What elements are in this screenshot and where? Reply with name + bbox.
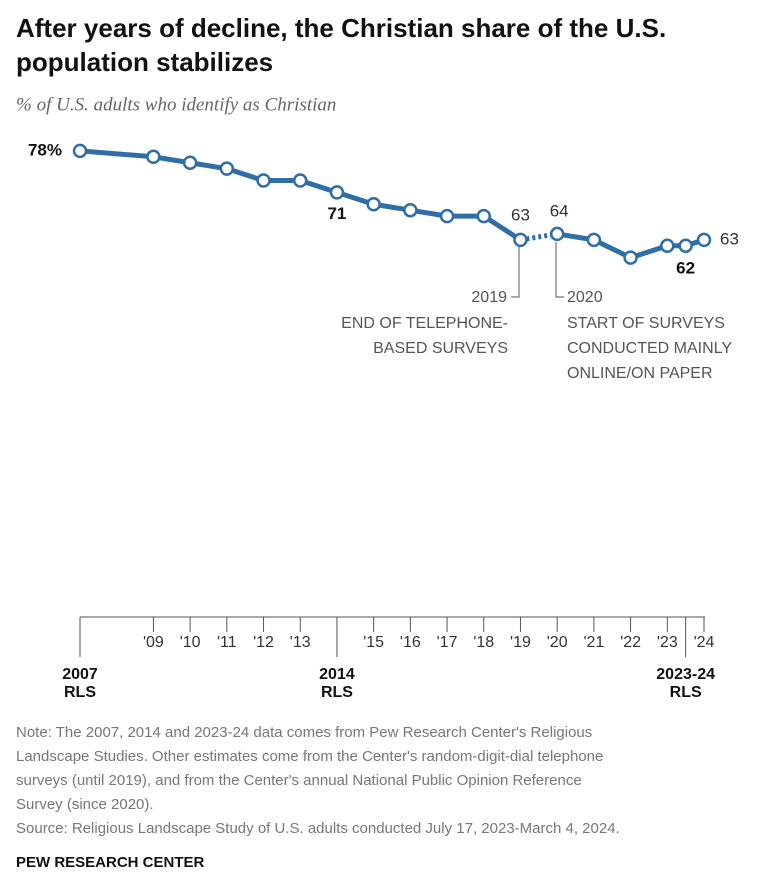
- point: [182, 155, 198, 170]
- note: Survey (since 2020).: [16, 796, 154, 813]
- data-label: 64: [550, 201, 569, 220]
- x-tick-label: '24: [694, 634, 715, 651]
- note: Landscape Studies. Other estimates come …: [16, 748, 603, 765]
- point: [513, 232, 528, 248]
- point: [146, 149, 161, 165]
- point: [292, 173, 308, 188]
- x-tick-label: '13: [290, 634, 311, 651]
- point: [366, 197, 381, 212]
- source: Source: Religious Landscape Study of U.S…: [16, 820, 620, 837]
- point: [403, 202, 418, 218]
- point: [256, 173, 271, 188]
- annotation-year: 2019: [471, 289, 507, 306]
- point: [439, 208, 455, 224]
- point: [660, 238, 675, 254]
- x-tick-label: '16: [400, 634, 421, 651]
- annotation-text: START OF SURVEYS: [567, 315, 725, 332]
- point: [696, 232, 712, 248]
- chart-subtitle: % of U.S. adults who identify as Christi…: [16, 94, 336, 115]
- point: [549, 226, 565, 242]
- point: [476, 208, 492, 224]
- point: [586, 232, 602, 248]
- note: surveys (until 2019), and from the Cente…: [16, 772, 582, 789]
- x-tick-label: '20: [547, 634, 568, 651]
- x-tick-label: 2023-24: [656, 666, 715, 683]
- x-tick-label: '10: [180, 634, 201, 651]
- annotation-text: END OF TELEPHONE-: [341, 315, 508, 332]
- point: [72, 143, 88, 159]
- leader-line: [511, 246, 520, 298]
- chart-title: population stabilizes: [16, 47, 273, 77]
- x-tick-label: 2014: [319, 666, 355, 683]
- data-label: 62: [676, 258, 695, 277]
- data-label: 78%: [28, 140, 62, 159]
- x-tick-label: RLS: [670, 684, 702, 701]
- leader-line: [555, 242, 564, 298]
- line: [79, 148, 522, 242]
- x-tick-label: '15: [363, 634, 384, 651]
- point: [678, 238, 693, 254]
- chart-title: After years of decline, the Christian sh…: [16, 13, 666, 43]
- point: [219, 161, 235, 176]
- x-tick-label: '12: [253, 634, 274, 651]
- footer: PEW RESEARCH CENTER: [16, 854, 205, 871]
- x-tick-label: RLS: [64, 684, 96, 701]
- x-tick-label: 2007: [62, 666, 98, 683]
- x-tick-label: '18: [473, 634, 494, 651]
- data-label: 63: [511, 205, 530, 224]
- data-label: 63: [720, 229, 739, 248]
- x-tick-label: '22: [620, 634, 641, 651]
- annotation-2019: 2019 END OF TELEPHONE- BASED SURVEYS: [341, 246, 520, 357]
- x-tick-label: '21: [583, 634, 604, 651]
- x-tick-label: '09: [143, 634, 164, 651]
- x-tick-label: '23: [657, 634, 678, 651]
- annotation-text: BASED SURVEYS: [373, 340, 508, 357]
- x-tick-label: RLS: [321, 684, 353, 701]
- point: [623, 250, 638, 265]
- data-label: 71: [327, 204, 346, 223]
- note: Note: The 2007, 2014 and 2023-24 data co…: [16, 724, 592, 741]
- x-tick-label: '17: [437, 634, 458, 651]
- x-tick-label: '11: [217, 634, 237, 651]
- point: [329, 185, 345, 200]
- annotation-text: CONDUCTED MAINLY: [567, 340, 732, 357]
- annotation-year: 2020: [567, 289, 603, 306]
- annotation-text: ONLINE/ON PAPER: [567, 365, 713, 382]
- annotation-2020: 2020 START OF SURVEYS CONDUCTED MAINLY O…: [555, 242, 732, 382]
- x-tick-label: '19: [510, 634, 531, 651]
